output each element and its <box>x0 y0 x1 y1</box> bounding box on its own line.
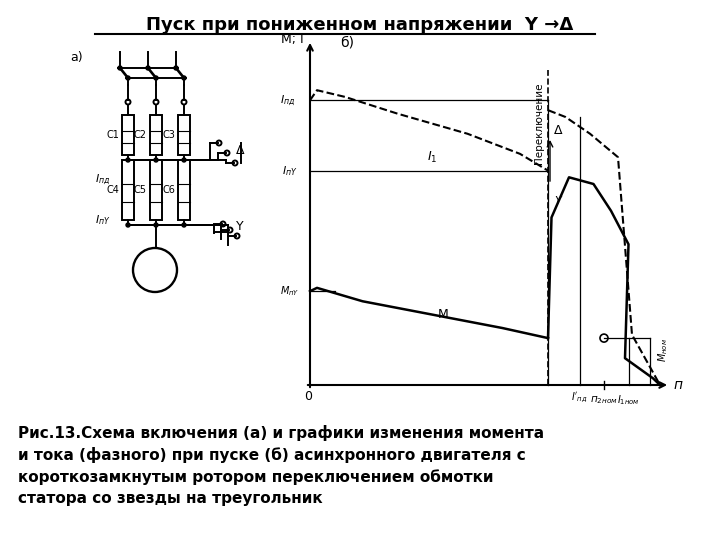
Text: п: п <box>673 378 683 392</box>
Text: $I_{пY}$: $I_{пY}$ <box>282 164 298 178</box>
Bar <box>178 160 190 220</box>
Bar <box>122 115 134 155</box>
Text: $п_{2ном}$: $п_{2ном}$ <box>590 394 618 406</box>
Text: $I_{пд}$: $I_{пд}$ <box>95 173 111 187</box>
Circle shape <box>182 158 186 162</box>
Text: М; I: М; I <box>281 33 303 46</box>
Text: Y: Y <box>236 220 244 233</box>
Text: $M_{пY}$: $M_{пY}$ <box>280 284 300 298</box>
Bar <box>178 115 190 155</box>
Text: С6: С6 <box>162 185 175 195</box>
Circle shape <box>154 76 158 80</box>
Text: $I_{1ном}$: $I_{1ном}$ <box>617 393 640 407</box>
Text: Переключение: Переключение <box>534 83 544 165</box>
Circle shape <box>182 76 186 80</box>
Text: $I'_{пд}$: $I'_{пд}$ <box>571 391 588 405</box>
Text: $I_{пY}$: $I_{пY}$ <box>95 213 111 227</box>
Circle shape <box>182 223 186 227</box>
Text: $I_{пд}$: $I_{пд}$ <box>280 93 296 107</box>
Text: а): а) <box>70 51 83 64</box>
Text: М: М <box>438 308 449 321</box>
Circle shape <box>154 223 158 227</box>
Circle shape <box>126 76 130 80</box>
Bar <box>150 160 162 220</box>
Text: короткозамкнутым ротором переключением обмотки: короткозамкнутым ротором переключением о… <box>18 469 493 485</box>
Circle shape <box>126 158 130 162</box>
Text: Пуск при пониженном напряжении  Y →Δ: Пуск при пониженном напряжении Y →Δ <box>146 16 574 34</box>
Text: статора со звезды на треугольник: статора со звезды на треугольник <box>18 491 323 506</box>
Text: $M_{ном}$: $M_{ном}$ <box>657 338 670 362</box>
Circle shape <box>154 158 158 162</box>
Text: $I_1$: $I_1$ <box>427 150 438 165</box>
Text: Δ: Δ <box>235 144 244 157</box>
Text: С3: С3 <box>162 130 175 140</box>
Text: С2: С2 <box>134 130 147 140</box>
Text: С5: С5 <box>134 185 147 195</box>
Text: и тока (фазного) при пуске (б) асинхронного двигателя с: и тока (фазного) при пуске (б) асинхронн… <box>18 447 526 463</box>
Circle shape <box>174 66 178 70</box>
Circle shape <box>146 66 150 70</box>
Circle shape <box>126 223 130 227</box>
Text: С1: С1 <box>106 130 119 140</box>
Bar <box>150 115 162 155</box>
Text: б): б) <box>340 35 354 49</box>
Text: Δ: Δ <box>554 124 562 137</box>
Text: Y: Y <box>554 195 561 206</box>
Circle shape <box>118 66 122 70</box>
Text: Рис.13.Схема включения (а) и графики изменения момента: Рис.13.Схема включения (а) и графики изм… <box>18 425 544 441</box>
Text: 0: 0 <box>304 390 312 403</box>
Bar <box>122 160 134 220</box>
Text: С4: С4 <box>106 185 119 195</box>
